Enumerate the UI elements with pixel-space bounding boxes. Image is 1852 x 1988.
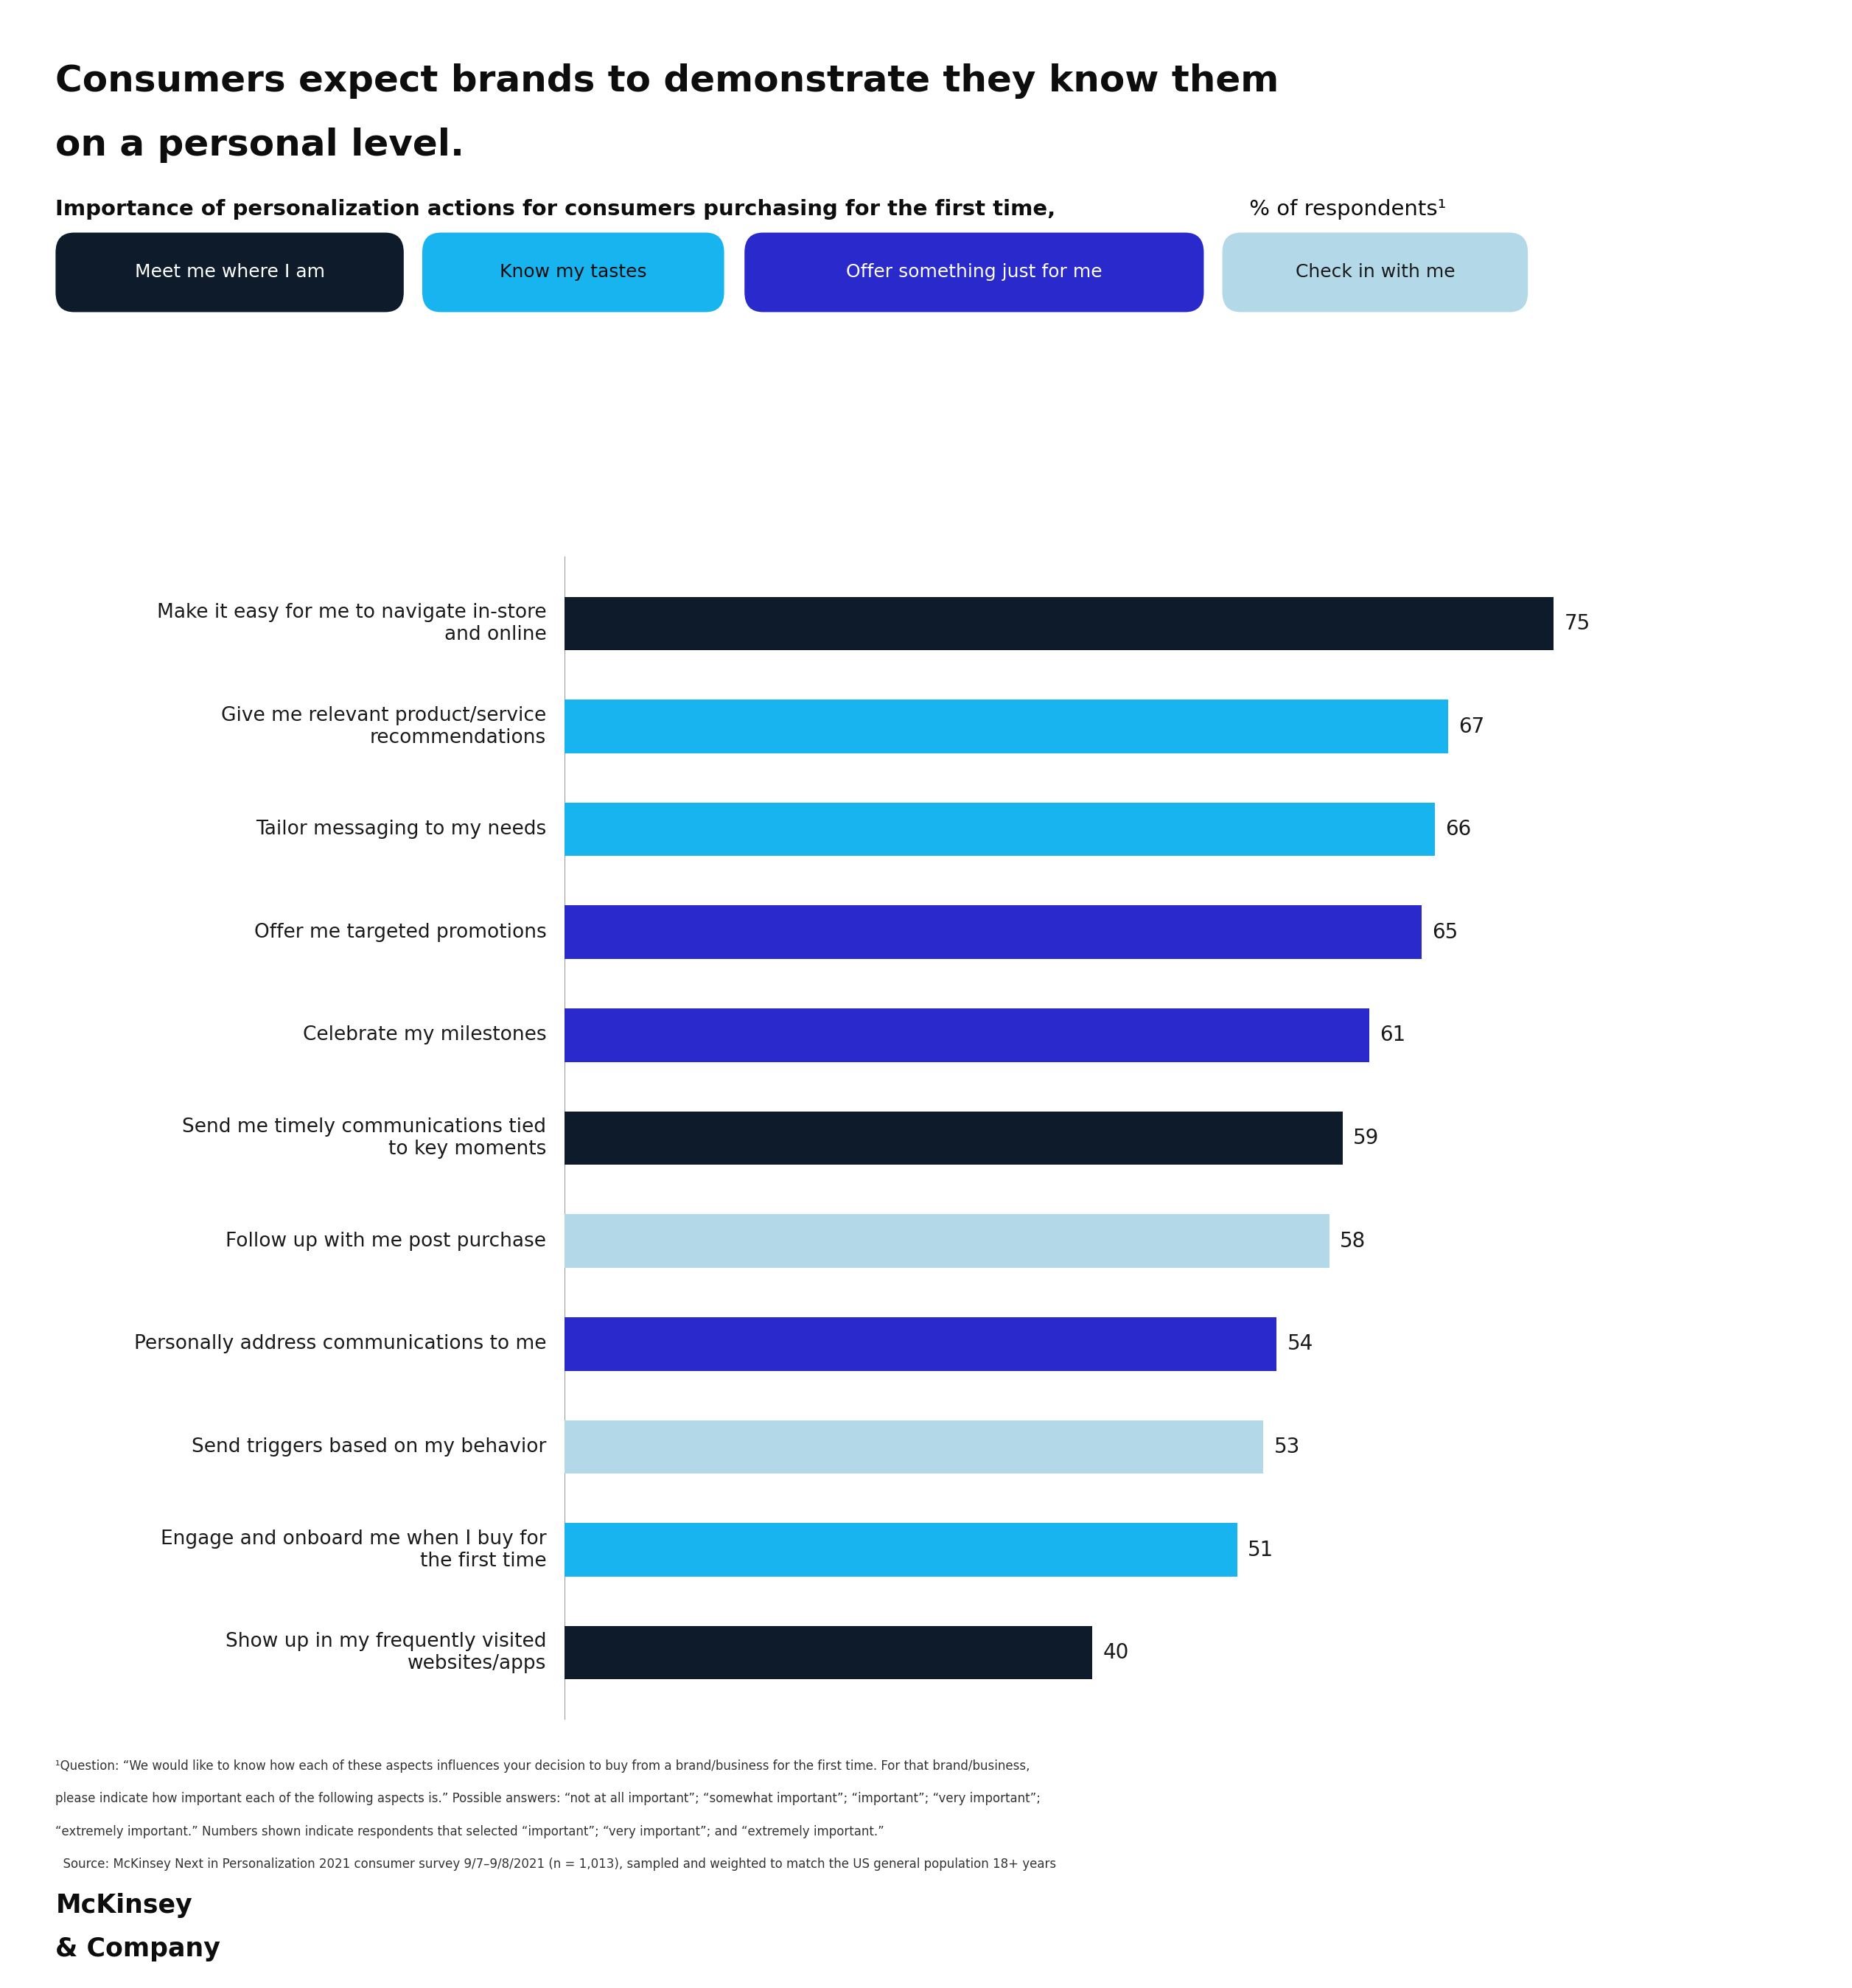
Text: please indicate how important each of the following aspects is.” Possible answer: please indicate how important each of th… [56, 1793, 1041, 1805]
Text: Consumers expect brands to demonstrate they know them: Consumers expect brands to demonstrate t… [56, 64, 1280, 99]
Bar [565, 1111, 1343, 1165]
Text: Send me timely communications tied
to key moments: Send me timely communications tied to ke… [181, 1117, 546, 1159]
Text: Know my tastes: Know my tastes [500, 264, 646, 280]
Text: Tailor messaging to my needs: Tailor messaging to my needs [256, 819, 546, 839]
Text: “extremely important.” Numbers shown indicate respondents that selected “importa: “extremely important.” Numbers shown ind… [56, 1825, 885, 1839]
Bar [565, 700, 1448, 753]
Bar [565, 907, 1422, 958]
Bar [565, 1523, 1237, 1576]
Text: Engage and onboard me when I buy for
the first time: Engage and onboard me when I buy for the… [161, 1529, 546, 1571]
Text: 59: 59 [1354, 1127, 1380, 1149]
Bar [565, 1008, 1369, 1062]
Text: 58: 58 [1341, 1231, 1367, 1250]
Text: ¹Question: “We would like to know how each of these aspects influences your deci: ¹Question: “We would like to know how ea… [56, 1759, 1030, 1773]
Text: McKinsey: McKinsey [56, 1893, 193, 1918]
Bar [565, 1419, 1263, 1473]
Text: % of respondents¹: % of respondents¹ [1243, 199, 1446, 219]
Text: Make it easy for me to navigate in-store
and online: Make it easy for me to navigate in-store… [157, 602, 546, 644]
Text: 40: 40 [1102, 1642, 1128, 1664]
Bar [565, 1215, 1330, 1268]
Text: Offer something just for me: Offer something just for me [846, 264, 1102, 280]
Bar [565, 803, 1435, 857]
Text: Follow up with me post purchase: Follow up with me post purchase [226, 1231, 546, 1250]
Text: 75: 75 [1565, 612, 1591, 634]
Text: Importance of personalization actions for consumers purchasing for the first tim: Importance of personalization actions fo… [56, 199, 1056, 219]
Text: 54: 54 [1287, 1334, 1313, 1354]
Text: Show up in my frequently visited
websites/apps: Show up in my frequently visited website… [226, 1632, 546, 1674]
Text: 61: 61 [1380, 1026, 1406, 1046]
Bar [565, 596, 1554, 650]
Text: Offer me targeted promotions: Offer me targeted promotions [254, 922, 546, 942]
Text: Source: McKinsey Next in Personalization 2021 consumer survey 9/7–9/8/2021 (n = : Source: McKinsey Next in Personalization… [56, 1857, 1056, 1871]
Text: 51: 51 [1248, 1539, 1274, 1561]
Text: 65: 65 [1432, 922, 1458, 942]
Text: Celebrate my milestones: Celebrate my milestones [302, 1026, 546, 1046]
Text: Personally address communications to me: Personally address communications to me [133, 1334, 546, 1354]
Text: 67: 67 [1459, 716, 1485, 738]
Bar [565, 1318, 1276, 1372]
Text: & Company: & Company [56, 1936, 220, 1962]
Text: on a personal level.: on a personal level. [56, 127, 465, 163]
Text: Give me relevant product/service
recommendations: Give me relevant product/service recomme… [220, 706, 546, 747]
Text: Check in with me: Check in with me [1295, 264, 1456, 280]
Text: Meet me where I am: Meet me where I am [135, 264, 324, 280]
Bar [565, 1626, 1093, 1680]
Text: 53: 53 [1274, 1437, 1300, 1457]
Text: Send triggers based on my behavior: Send triggers based on my behavior [191, 1437, 546, 1457]
Text: 66: 66 [1445, 819, 1470, 839]
